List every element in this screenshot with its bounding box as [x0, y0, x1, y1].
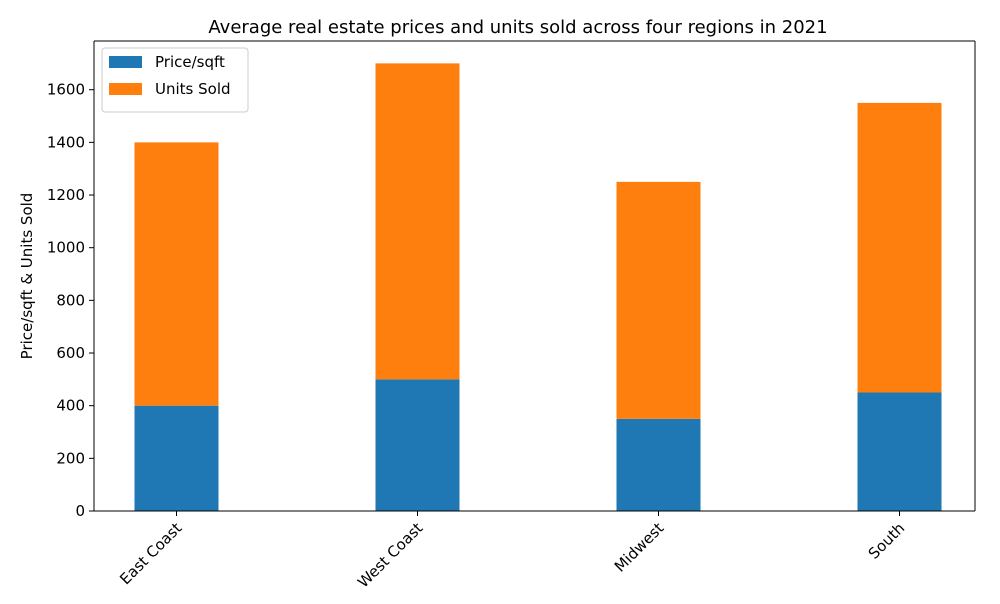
- y-tick-label-1: 200: [56, 449, 85, 467]
- x-tick-label-0: East Coast: [116, 519, 185, 588]
- bar-price-sqft-2: [616, 418, 701, 511]
- legend-label-0: Price/sqft: [155, 53, 225, 71]
- bar-price-sqft-0: [134, 405, 219, 511]
- legend: Price/sqft Units Sold: [101, 47, 249, 113]
- y-tick-label-5: 1000: [47, 239, 85, 257]
- y-tick-label-7: 1400: [47, 133, 85, 151]
- y-tick-label-0: 0: [75, 502, 85, 520]
- x-tick-label-1: West Coast: [354, 519, 426, 591]
- bar-units-sold-1: [375, 63, 460, 380]
- bar-price-sqft-3: [857, 392, 942, 511]
- chart-title: Average real estate prices and units sol…: [208, 17, 827, 38]
- bars-layer: [134, 63, 942, 511]
- legend-swatch-0: [109, 56, 142, 68]
- y-tick-label-3: 600: [56, 344, 85, 362]
- x-tick-label-2: Midwest: [611, 519, 668, 576]
- y-tick-label-4: 800: [56, 291, 85, 309]
- y-tick-label-8: 1600: [47, 81, 85, 99]
- x-tick-label-3: South: [865, 519, 909, 563]
- bar-units-sold-0: [134, 142, 219, 406]
- bar-price-sqft-1: [375, 379, 460, 511]
- bar-units-sold-3: [857, 102, 942, 393]
- bar-units-sold-2: [616, 181, 701, 419]
- y-tick-label-2: 400: [56, 397, 85, 415]
- y-axis-label: Price/sqft & Units Sold: [18, 193, 36, 360]
- legend-swatch-1: [109, 83, 142, 95]
- y-tick-label-6: 1200: [47, 186, 85, 204]
- legend-label-1: Units Sold: [155, 80, 231, 98]
